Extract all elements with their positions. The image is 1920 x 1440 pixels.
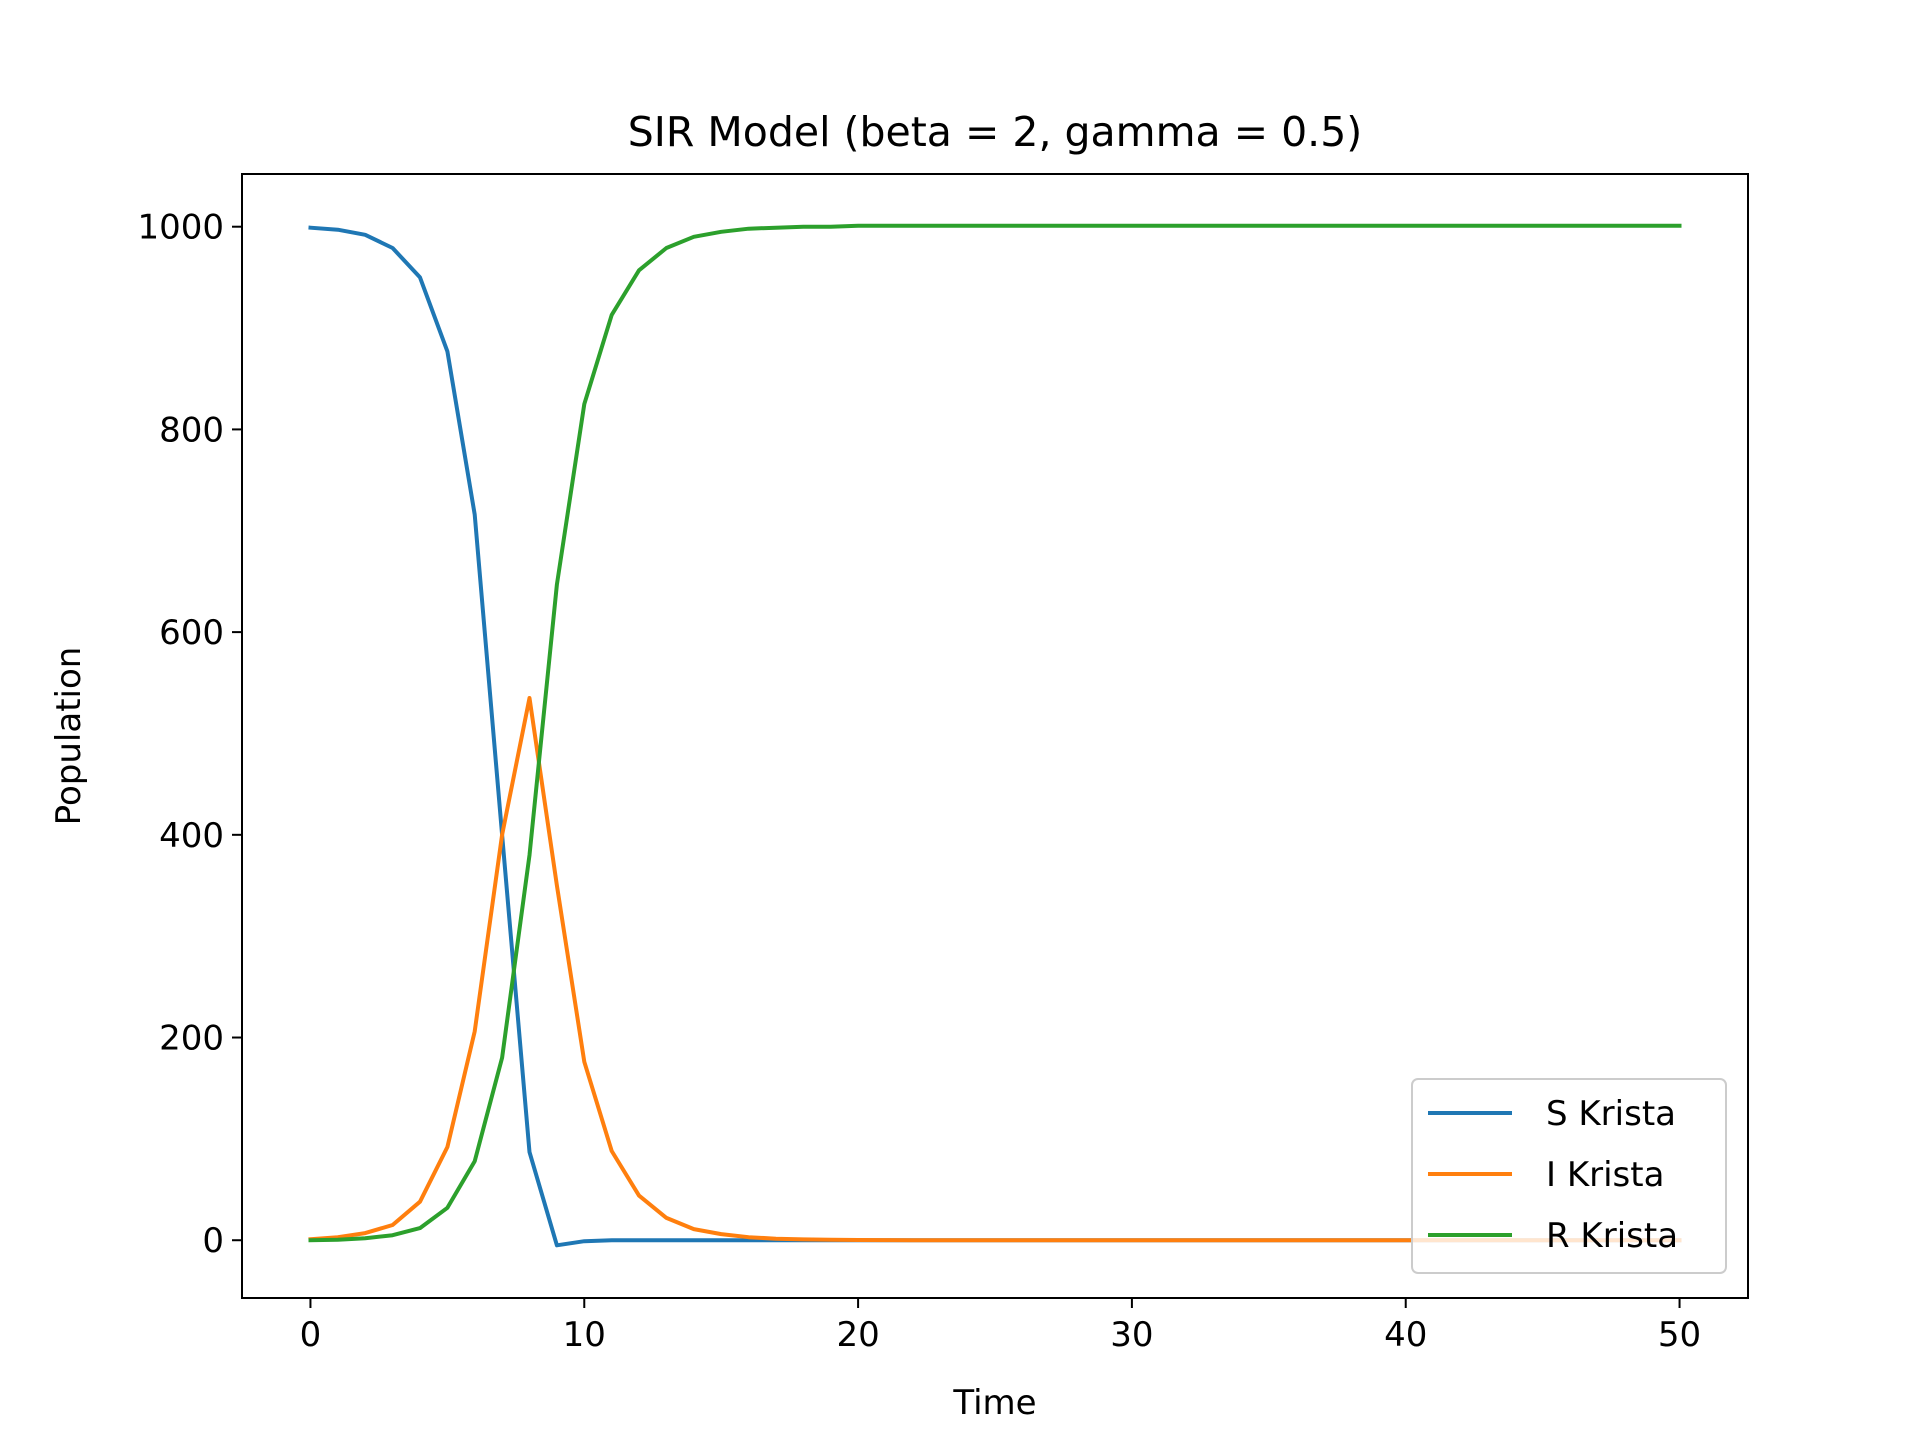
x-tick-label-3: 30 xyxy=(1110,1315,1153,1355)
legend-box xyxy=(1411,1078,1727,1274)
y-tick-label-3: 600 xyxy=(159,613,224,653)
chart-title: SIR Model (beta = 2, gamma = 0.5) xyxy=(628,108,1363,156)
ticks-layer: 0 10 20 30 40 50 0 200 400 600 800 1000 xyxy=(137,208,1701,1355)
x-tick-label-0: 0 xyxy=(300,1315,322,1355)
y-tick-label-1: 200 xyxy=(159,1019,224,1059)
legend-label-0: S Krista xyxy=(1546,1094,1676,1134)
legend: S Krista I Krista R Krista xyxy=(1411,1078,1727,1274)
x-tick-label-2: 20 xyxy=(836,1315,879,1355)
y-tick-label-5: 1000 xyxy=(137,208,224,248)
series-line-2 xyxy=(308,223,1682,1243)
plot-frame xyxy=(241,173,1749,1299)
x-tick-label-1: 10 xyxy=(563,1315,606,1355)
y-tick-label-4: 800 xyxy=(159,410,224,450)
legend-label-1: I Krista xyxy=(1546,1155,1664,1195)
x-tick-label-5: 50 xyxy=(1658,1315,1701,1355)
y-tick-label-2: 400 xyxy=(159,816,224,856)
y-tick-label-0: 0 xyxy=(202,1221,224,1261)
x-tick-label-4: 40 xyxy=(1384,1315,1427,1355)
x-axis-label: Time xyxy=(952,1383,1036,1423)
legend-label-2: R Krista xyxy=(1546,1216,1678,1256)
y-axis-label: Population xyxy=(49,647,89,826)
